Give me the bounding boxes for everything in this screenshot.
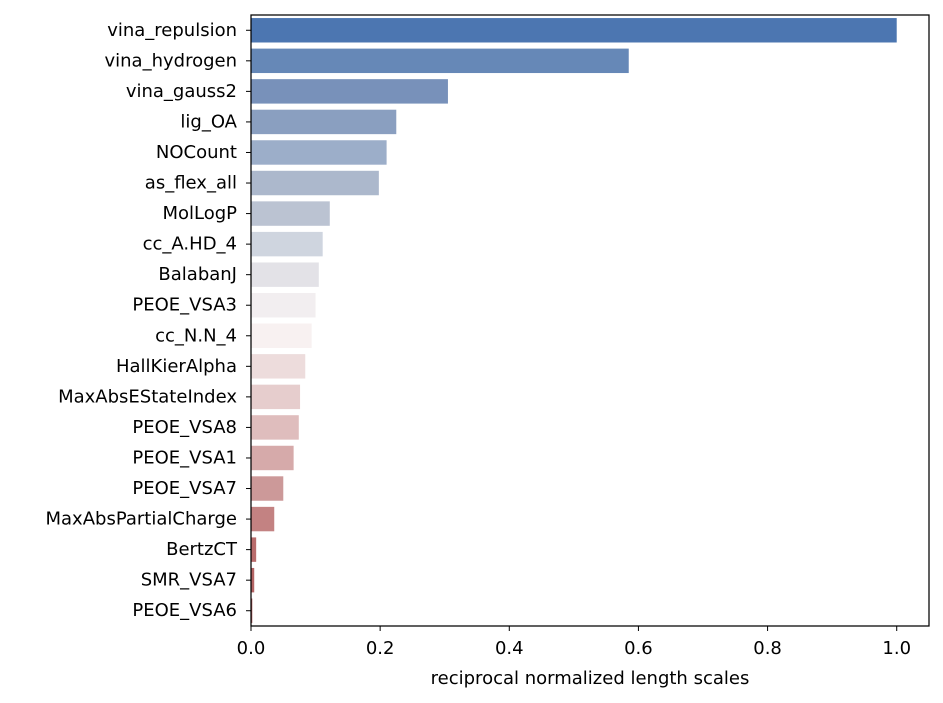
bar-BertzCT <box>251 537 257 562</box>
category-label: HallKierAlpha <box>116 356 237 377</box>
bars-group <box>251 18 897 623</box>
bar-SMR_VSA7 <box>251 567 255 593</box>
bar-NOCount <box>251 140 387 165</box>
category-label: PEOE_VSA8 <box>132 417 237 438</box>
bar-PEOE_VSA8 <box>251 415 299 440</box>
category-label: MolLogP <box>162 203 237 224</box>
bar-vina_gauss2 <box>251 79 448 104</box>
bar-PEOE_VSA1 <box>251 445 294 471</box>
x-tick-label: 1.0 <box>882 638 911 659</box>
category-label: NOCount <box>156 142 237 163</box>
category-label: PEOE_VSA6 <box>132 600 237 621</box>
bar-MolLogP <box>251 201 330 226</box>
bar-HallKierAlpha <box>251 354 306 379</box>
x-tick-label: 0.2 <box>366 638 395 659</box>
bar-cc_A.HD_4 <box>251 231 323 257</box>
category-label: SMR_VSA7 <box>141 570 237 591</box>
bar-BalabanJ <box>251 262 319 287</box>
category-label: PEOE_VSA1 <box>132 447 237 468</box>
category-label: PEOE_VSA7 <box>132 478 237 499</box>
bar-PEOE_VSA3 <box>251 293 316 318</box>
category-label: MaxAbsPartialCharge <box>46 509 238 530</box>
category-label: MaxAbsEStateIndex <box>58 386 237 407</box>
category-label: vina_gauss2 <box>126 81 237 102</box>
category-label: vina_hydrogen <box>104 50 237 71</box>
plot-frame <box>250 14 930 627</box>
category-labels: vina_repulsion vina_hydrogen vina_gauss2li… <box>46 20 251 621</box>
category-label: BalabanJ <box>158 264 237 285</box>
bar-MaxAbsEStateIndex <box>251 384 301 410</box>
bar-MaxAbsPartialCharge <box>251 506 275 532</box>
bar-lig_OA <box>251 109 397 135</box>
category-label: cc_N.N_4 <box>155 325 237 346</box>
x-axis-ticks: 0.0 0.2 0.4 0.6 0.8 1.0 <box>237 626 911 659</box>
bar-vina_repulsion <box>251 18 897 43</box>
category-label: cc_A.HD_4 <box>143 234 237 255</box>
category-label: lig_OA <box>180 111 237 132</box>
category-label: PEOE_VSA3 <box>132 295 237 316</box>
bar-as_flex_all <box>251 170 379 196</box>
bar-PEOE_VSA7 <box>251 476 284 501</box>
x-tick-label: 0.6 <box>624 638 653 659</box>
category-label: BertzCT <box>166 539 238 560</box>
x-tick-label: 0.0 <box>237 638 266 659</box>
x-tick-label: 0.8 <box>753 638 782 659</box>
category-label: vina_repulsion <box>107 20 237 41</box>
category-label: as_flex_all <box>145 173 237 194</box>
x-axis-label: reciprocal normalized length scales <box>431 668 750 689</box>
bar-vina_hydrogen <box>251 48 629 74</box>
x-tick-label: 0.4 <box>495 638 524 659</box>
bar-PEOE_VSA6 <box>251 598 253 623</box>
bar-cc_N.N_4 <box>251 323 312 348</box>
